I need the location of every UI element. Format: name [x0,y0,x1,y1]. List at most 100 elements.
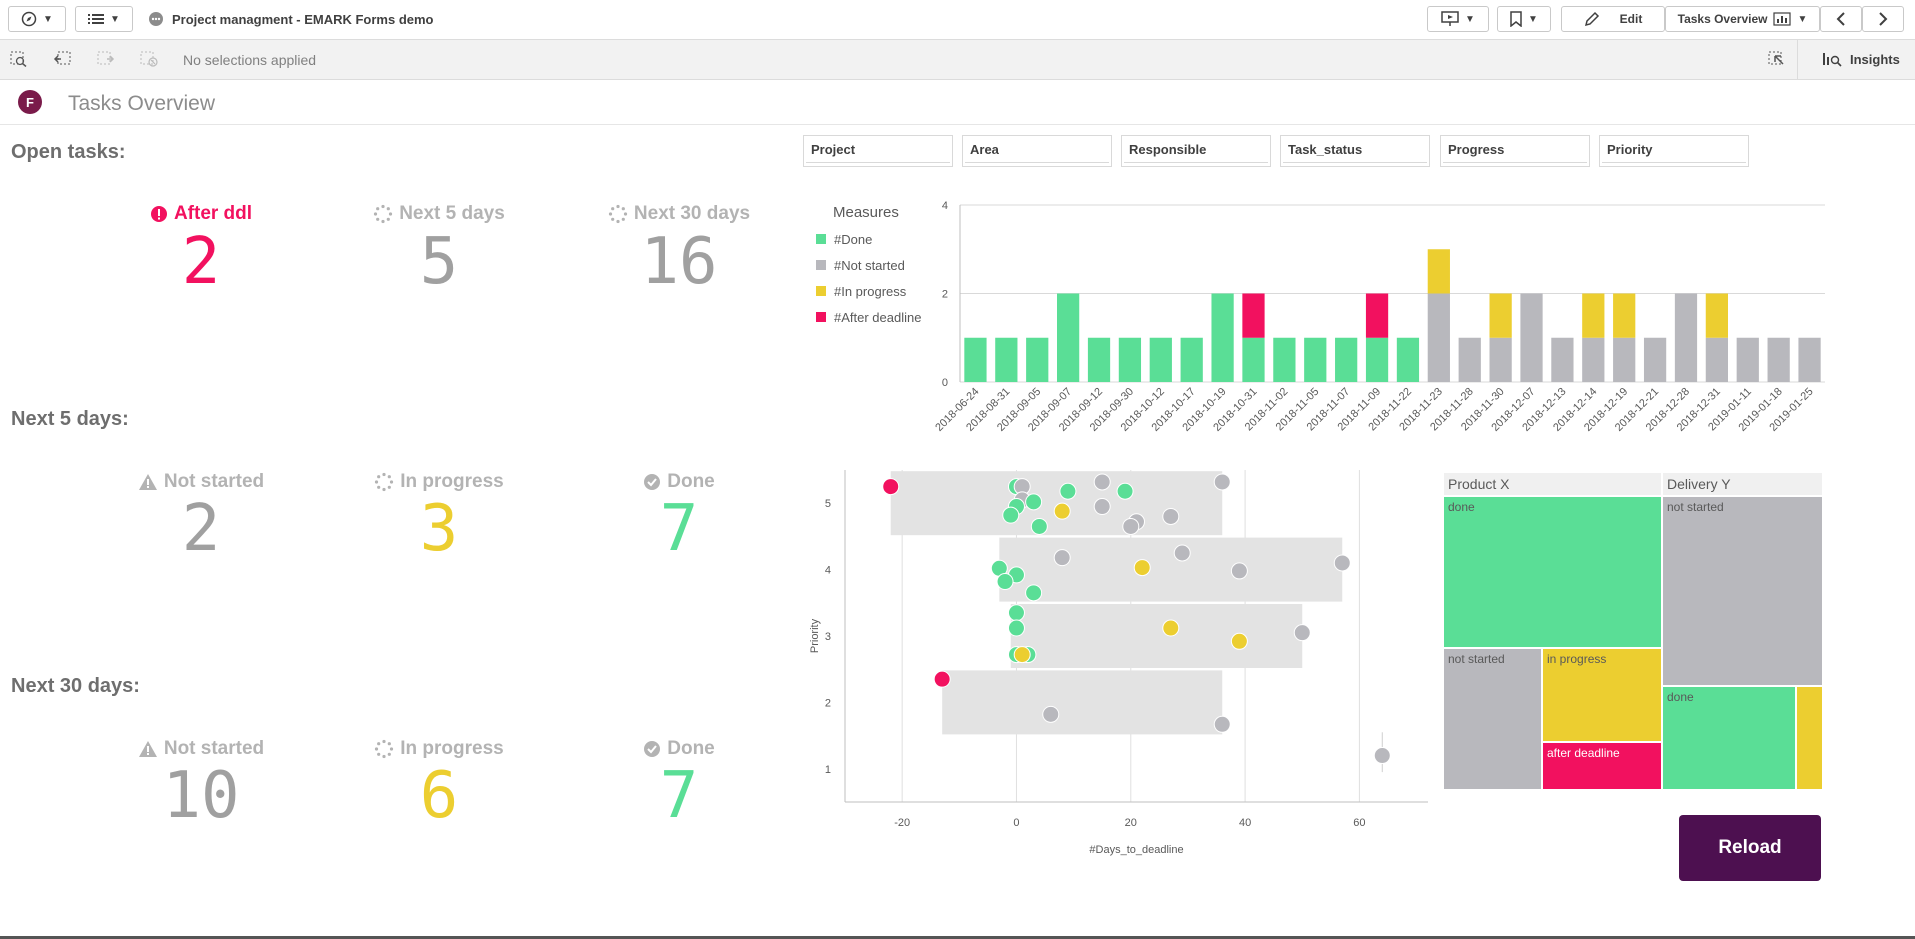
scatter-point [1007,604,1025,622]
smart-search-icon[interactable] [9,50,29,68]
legend-swatch [816,286,826,296]
legend-label: #After deadline [834,310,922,325]
filter-task-status[interactable]: Task_status [1280,135,1430,167]
treemap-cell-not-started[interactable]: not started [1663,497,1822,685]
kpi-next30-in-progress-value[interactable]: 6 [419,759,459,833]
navigation-menu-button[interactable]: ▼ [8,6,66,32]
filter-progress[interactable]: Progress [1440,135,1590,167]
bookmark-button[interactable]: ▼ [1497,6,1551,32]
reload-button[interactable]: Reload [1679,815,1821,881]
legend-swatch [816,234,826,244]
kpi-next5-in-progress-value[interactable]: 3 [419,492,459,566]
tasks-by-deadline-bar-chart[interactable]: 0242018-06-242018-08-312018-09-052018-09… [920,195,1830,445]
kpi-next30-done-label[interactable]: Done [569,738,789,760]
bar-segment [1396,337,1420,382]
kpi-next5-label[interactable]: Next 5 days [329,203,549,225]
kpi-next30-in-progress-label[interactable]: In progress [329,738,549,760]
scatter-point [1133,559,1151,577]
kpi-next5-done-value[interactable]: 7 [659,492,699,566]
treemap-group-header[interactable]: Delivery Y [1663,473,1822,495]
edit-button[interactable]: Edit [1561,6,1665,32]
insights-icon [1823,53,1842,67]
bar-segment [1211,293,1234,382]
chevron-right-icon [1879,12,1888,26]
treemap-cell-in-progress[interactable]: in progress [1543,649,1661,741]
kpi-next30-done-value[interactable]: 7 [659,759,699,833]
scatter-point [1333,554,1351,572]
legend-title: Measures [833,204,899,221]
treemap-cell-done[interactable]: done [1444,497,1661,647]
bar-segment [1551,337,1574,382]
bottom-border [0,936,1915,939]
treemap-cell-in-progress[interactable] [1797,687,1822,789]
clear-all-icon[interactable] [139,50,159,68]
filter-responsible[interactable]: Responsible [1121,135,1271,167]
kpi-next5-value[interactable]: 5 [419,225,459,299]
bar-segment [1365,337,1389,382]
selection-tool-icon[interactable] [1767,50,1787,68]
filter-priority[interactable]: Priority [1599,135,1749,167]
selections-bar: No selections applied Insights [0,40,1915,80]
edit-label: Edit [1619,12,1643,26]
kpi-after-ddl-label[interactable]: After ddl [91,203,311,225]
kpi-next30-value[interactable]: 16 [640,225,718,299]
legend-label: #Done [834,232,873,247]
scatter-point [1213,715,1231,733]
bar-segment [1613,293,1636,338]
filter-project[interactable]: Project [803,135,953,167]
step-forward-icon[interactable] [96,50,116,68]
bar-segment [1087,337,1111,382]
kpi-label-text: Next 5 days [399,203,505,224]
divider [1797,40,1798,79]
legend-item-after-deadline[interactable]: #After deadline [816,310,921,325]
legend-item-in-progress[interactable]: #In progress [816,284,906,299]
present-button[interactable]: ▼ [1427,6,1489,32]
legend-item-not-started[interactable]: #Not started [816,258,905,273]
kpi-next5-done-label[interactable]: Done [569,471,789,493]
y-tick-label: 2 [825,697,831,709]
spinner-icon [375,739,394,759]
days-to-deadline-scatter-chart[interactable]: -20 0 20 40 60 1 2 3 4 5 #Days_to_deadline Priority [800,460,1440,860]
compass-icon [21,11,37,27]
y-axis-title: Priority [809,618,821,653]
treemap-cell-done[interactable]: done [1663,687,1795,789]
range-band [942,670,1223,735]
y-tick-label: 4 [825,565,831,577]
sheet-selector-button[interactable]: Tasks Overview ▼ [1665,6,1820,32]
kpi-next5-not-started-value[interactable]: 2 [181,492,221,566]
kpi-next5-not-started-label[interactable]: Not started [91,471,311,493]
bar-segment [1582,337,1605,382]
treemap-group-header[interactable]: Product X [1444,473,1661,495]
kpi-next30-label[interactable]: Next 30 days [569,203,789,225]
kpi-next5-in-progress-label[interactable]: In progress [329,471,549,493]
bar-segment [1242,293,1265,338]
chevron-left-icon [1836,12,1845,26]
chevron-down-icon: ▼ [110,13,120,25]
legend-label: #In progress [834,284,907,299]
filter-area[interactable]: Area [962,135,1112,167]
status-treemap[interactable]: Product X Delivery Y done not started in… [1444,473,1824,790]
next-sheet-button[interactable] [1862,6,1904,32]
bar-segment [1365,293,1389,338]
chevron-down-icon: ▼ [1465,13,1475,25]
scatter-point [1042,705,1060,723]
range-band [1010,604,1303,668]
kpi-next30-not-started-value[interactable]: 10 [162,759,240,833]
insights-button[interactable]: Insights [1822,51,1900,67]
previous-sheet-button[interactable] [1820,6,1862,32]
sheet-title: Tasks Overview [68,92,216,115]
kpi-after-ddl-value[interactable]: 2 [181,225,221,299]
app-icon [149,12,163,26]
bar-segment [1613,337,1636,382]
bookmark-icon [1510,11,1522,27]
step-back-icon[interactable] [52,50,72,68]
spinner-icon [608,204,628,224]
treemap-cell-after-deadline[interactable]: after deadline [1543,743,1661,789]
kpi-next30-not-started-label[interactable]: Not started [91,738,311,760]
legend-item-done[interactable]: #Done [816,232,872,247]
app-logo: F [18,90,42,114]
treemap-cell-not-started[interactable]: not started [1444,649,1541,789]
scatter-point [1093,473,1111,491]
app-title: Project managment - EMARK Forms demo [148,11,434,27]
sheet-list-button[interactable]: ▼ [75,6,133,32]
